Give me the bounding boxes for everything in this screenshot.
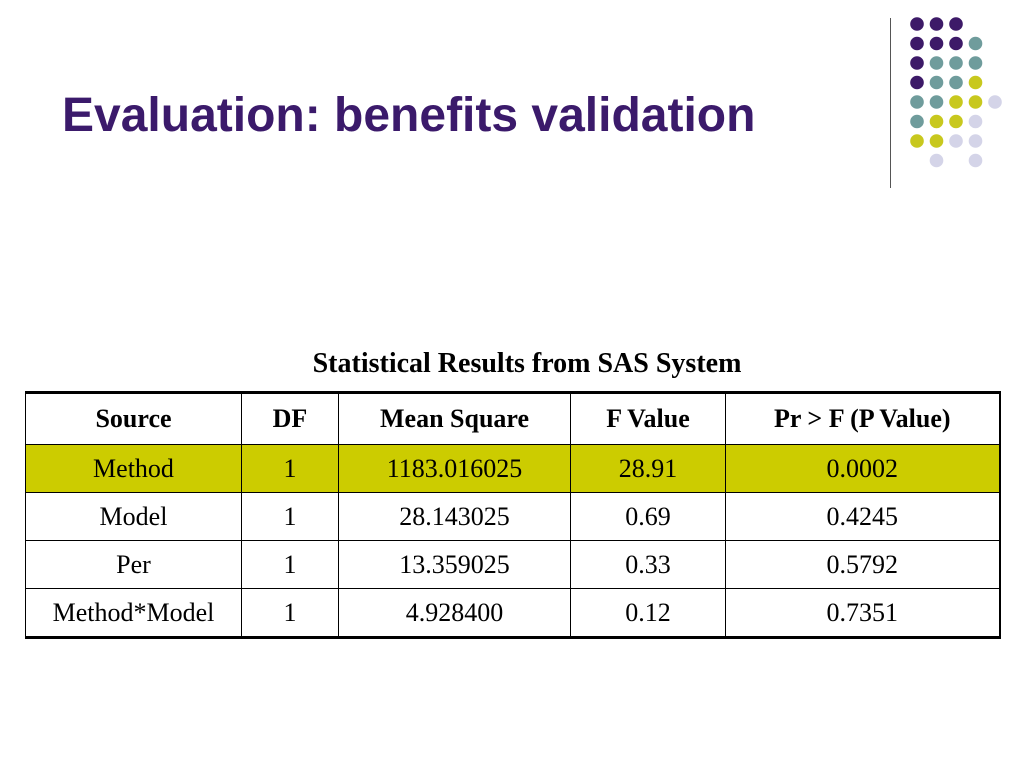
slide-title: Evaluation: benefits validation xyxy=(62,89,756,142)
table-row: Method*Model 1 4.928400 0.12 0.7351 xyxy=(25,588,1000,638)
decorative-dot xyxy=(929,36,944,51)
cell-p-value: 0.5792 xyxy=(725,540,1000,589)
cell-p-value: 0.4245 xyxy=(725,492,1000,541)
cell-df: 1 xyxy=(241,540,339,589)
header-f-value: F Value xyxy=(570,392,726,445)
decorative-dot xyxy=(929,95,944,109)
table-row: Per 1 13.359025 0.33 0.5792 xyxy=(25,540,1000,589)
decorative-dot xyxy=(968,134,983,148)
decorative-dot xyxy=(929,134,944,148)
cell-mean-square: 28.143025 xyxy=(338,492,571,541)
cell-f-value: 0.69 xyxy=(570,492,726,541)
decorative-dot xyxy=(968,95,983,109)
decorative-dot-grid xyxy=(910,17,1002,168)
decorative-dot xyxy=(929,153,944,168)
decorative-dot xyxy=(949,36,963,51)
decorative-dot xyxy=(910,17,924,31)
header-mean-square: Mean Square xyxy=(338,392,571,445)
cell-mean-square: 13.359025 xyxy=(338,540,571,589)
cell-source: Method*Model xyxy=(25,588,242,638)
table-row: Method 1 1183.016025 28.91 0.0002 xyxy=(25,444,1000,493)
decorative-dot xyxy=(910,56,924,70)
decorative-dot xyxy=(949,134,963,148)
decorative-dot xyxy=(910,114,924,129)
decorative-dot xyxy=(968,153,983,168)
decorative-dot xyxy=(949,56,963,70)
decorative-dot xyxy=(929,17,944,31)
decorative-dot xyxy=(949,114,963,129)
decorative-dot xyxy=(910,95,924,109)
cell-f-value: 0.12 xyxy=(570,588,726,638)
title-divider xyxy=(890,18,891,188)
sas-results-table: Source DF Mean Square F Value Pr > F (P … xyxy=(25,391,1001,639)
cell-df: 1 xyxy=(241,444,339,493)
header-p-value: Pr > F (P Value) xyxy=(725,392,1000,445)
decorative-dot xyxy=(929,75,944,90)
decorative-dot xyxy=(949,75,963,90)
cell-source: Per xyxy=(25,540,242,589)
decorative-dot xyxy=(910,134,924,148)
cell-f-value: 0.33 xyxy=(570,540,726,589)
header-df: DF xyxy=(241,392,339,445)
table-caption: Statistical Results from SAS System xyxy=(312,348,742,379)
cell-p-value: 0.0002 xyxy=(725,444,1000,493)
decorative-dot xyxy=(968,56,983,70)
cell-mean-square: 4.928400 xyxy=(338,588,571,638)
decorative-dot xyxy=(910,36,924,51)
cell-source: Method xyxy=(25,444,242,493)
cell-df: 1 xyxy=(241,492,339,541)
table-row: Model 1 28.143025 0.69 0.4245 xyxy=(25,492,1000,541)
decorative-dot xyxy=(910,75,924,90)
decorative-dot xyxy=(949,17,963,31)
decorative-dot xyxy=(929,114,944,129)
decorative-dot xyxy=(988,95,1002,109)
cell-df: 1 xyxy=(241,588,339,638)
decorative-dot xyxy=(929,56,944,70)
decorative-dot xyxy=(949,95,963,109)
cell-f-value: 28.91 xyxy=(570,444,726,493)
decorative-dot xyxy=(968,114,983,129)
header-source: Source xyxy=(25,392,242,445)
cell-mean-square: 1183.016025 xyxy=(338,444,571,493)
decorative-dot xyxy=(968,75,983,90)
table-header-row: Source DF Mean Square F Value Pr > F (P … xyxy=(25,392,1000,445)
decorative-dot xyxy=(968,36,983,51)
cell-source: Model xyxy=(25,492,242,541)
cell-p-value: 0.7351 xyxy=(725,588,1000,638)
